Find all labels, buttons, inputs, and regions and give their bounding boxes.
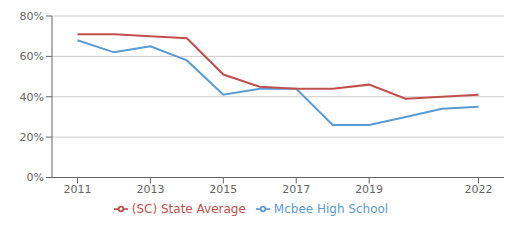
svg-text:2019: 2019 [355,183,383,196]
svg-text:20%: 20% [20,131,44,144]
html-text:(SC) State Average: (SC) State Average [131,201,246,216]
svg-text:60%: 60% [20,50,44,63]
svg-text:2013: 2013 [136,183,164,196]
svg-text:0%: 0% [27,171,44,184]
svg-text:80%: 80% [20,10,44,23]
svg-text:40%: 40% [20,91,44,104]
svg-text:2017: 2017 [282,183,310,196]
svg-text:2022: 2022 [464,183,492,196]
html-text:Mcbee High School: Mcbee High School [273,201,389,216]
svg-text:2015: 2015 [209,183,237,196]
svg-text:2011: 2011 [64,183,92,196]
